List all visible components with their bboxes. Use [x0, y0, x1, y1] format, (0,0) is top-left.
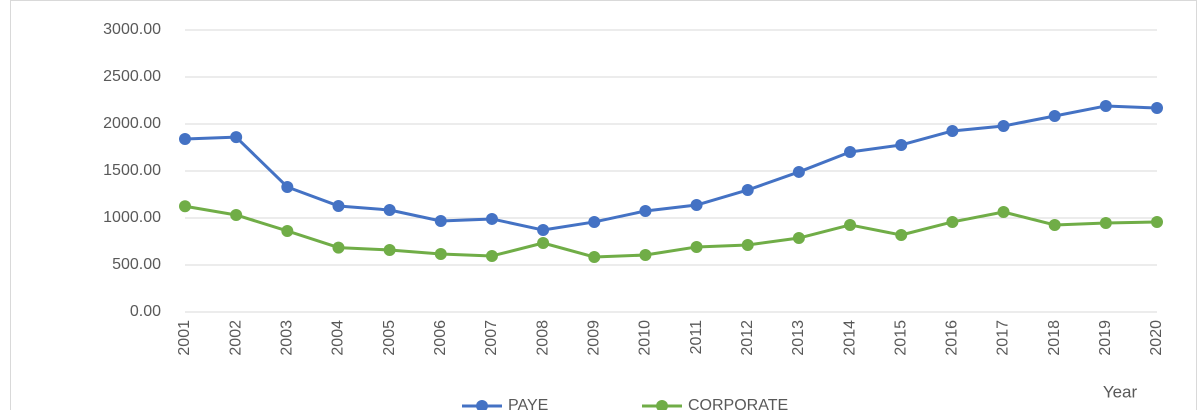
x-tick-label: 2004 [330, 320, 347, 356]
x-tick-label: 2011 [688, 320, 705, 355]
x-tick-label: 2017 [995, 320, 1012, 356]
y-tick-label: 2500.00 [103, 68, 161, 85]
data-point [946, 215, 959, 228]
data-point [230, 131, 243, 144]
data-point [639, 204, 652, 217]
data-point [383, 243, 396, 256]
data-point [690, 199, 703, 212]
x-tick-label: 2016 [944, 320, 961, 356]
data-point [690, 240, 703, 253]
data-point [1048, 110, 1061, 123]
y-tick-label: 0.00 [130, 303, 161, 320]
data-point [434, 248, 447, 261]
data-point [179, 133, 191, 146]
data-point [588, 251, 601, 264]
data-point [844, 218, 857, 231]
data-point [639, 249, 652, 262]
x-tick-label: 2020 [1148, 320, 1165, 356]
x-tick-label: 2002 [227, 320, 244, 356]
data-point [844, 146, 857, 159]
data-point [792, 232, 805, 245]
data-point [485, 212, 498, 225]
x-axis-label: Year [1103, 382, 1138, 401]
x-tick-label: 2019 [1097, 320, 1114, 356]
data-point [997, 205, 1010, 218]
data-point [332, 199, 345, 212]
chart-border [10, 0, 1197, 410]
data-point [895, 229, 908, 242]
data-point [281, 224, 294, 237]
legend-marker [656, 400, 668, 410]
y-tick-label: 2000.00 [103, 115, 161, 132]
data-point [230, 208, 243, 221]
data-point [1151, 102, 1163, 115]
x-tick-label: 2005 [381, 320, 398, 356]
data-point [383, 204, 396, 217]
data-point [179, 200, 191, 213]
x-tick-label: 2001 [176, 320, 193, 356]
legend-label: CORPORATE [688, 397, 788, 410]
y-tick-label: 1000.00 [103, 209, 161, 226]
x-tick-label: 2008 [534, 320, 551, 356]
data-point [537, 237, 550, 250]
x-tick-label: 2018 [1046, 320, 1063, 356]
data-point [946, 124, 959, 137]
data-point [537, 224, 550, 237]
data-point [741, 183, 754, 196]
data-point [281, 180, 294, 193]
x-tick-label: 2007 [483, 320, 500, 356]
x-tick-label: 2010 [637, 320, 654, 356]
data-point [792, 165, 805, 178]
x-tick-label: 2014 [841, 320, 858, 356]
legend-label: PAYE [508, 397, 548, 410]
y-tick-label: 3000.00 [103, 21, 161, 38]
x-tick-label: 2012 [739, 320, 756, 356]
series-line [184, 204, 1158, 259]
data-point [895, 138, 908, 151]
y-tick-label: 1500.00 [103, 162, 161, 179]
x-tick-label: 2013 [790, 320, 807, 356]
data-point [1099, 216, 1112, 229]
x-tick-label: 2003 [279, 320, 296, 356]
data-point [434, 215, 447, 228]
data-point [1099, 99, 1112, 112]
series-line [184, 104, 1158, 232]
x-tick-label: 2009 [585, 320, 602, 356]
data-point [1048, 218, 1061, 231]
data-point [741, 238, 754, 251]
y-tick-label: 500.00 [112, 256, 161, 273]
data-point [997, 119, 1010, 132]
legend-marker [476, 400, 488, 410]
x-tick-label: 2015 [892, 320, 909, 356]
data-point [588, 215, 601, 228]
data-point [485, 249, 498, 262]
data-point [332, 241, 345, 254]
x-tick-label: 2006 [432, 320, 449, 356]
data-point [1151, 215, 1163, 228]
